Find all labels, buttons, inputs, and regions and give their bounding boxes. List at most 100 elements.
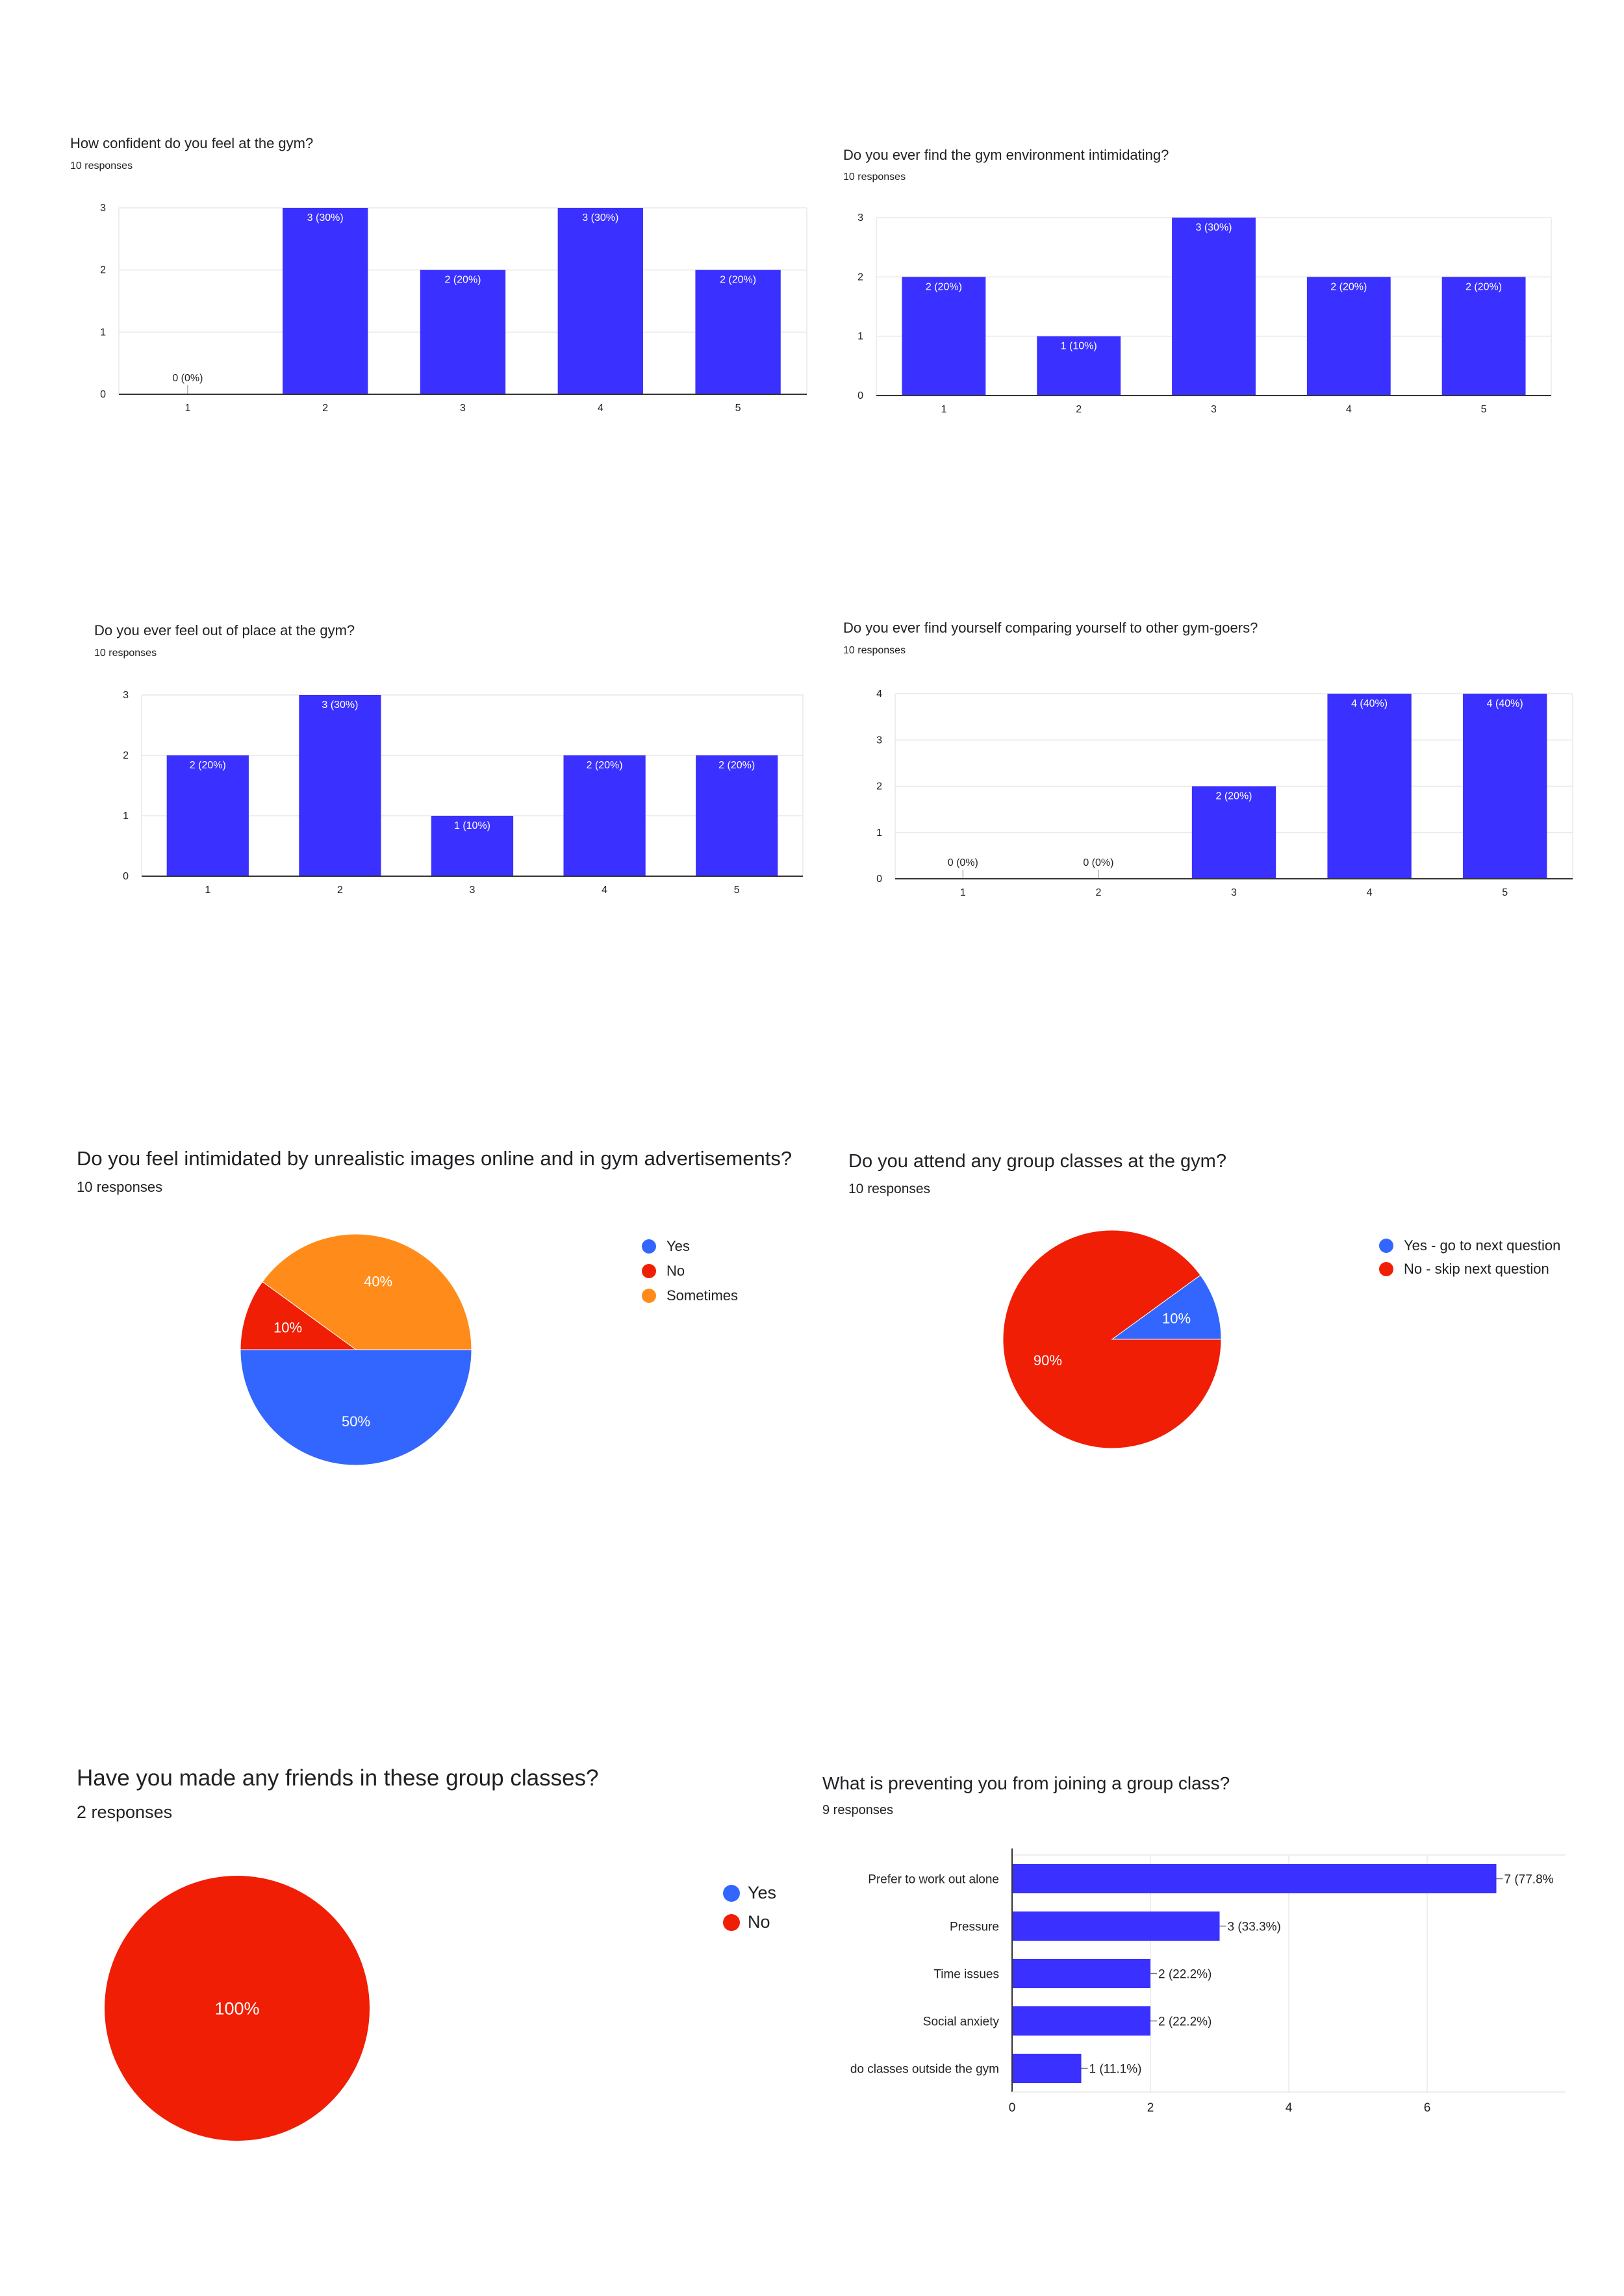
x-tick-label: 0 bbox=[1009, 2101, 1016, 2115]
bar-value-label: 3 (30%) bbox=[307, 212, 344, 223]
chart-title: Have you made any friends in these group… bbox=[77, 1765, 599, 1791]
y-tick-label: 3 bbox=[876, 735, 882, 746]
bar bbox=[696, 755, 778, 876]
bar-value-label: 2 (20%) bbox=[718, 760, 755, 771]
bar bbox=[902, 277, 986, 396]
bar bbox=[1037, 336, 1121, 396]
response-count: 10 responses bbox=[70, 160, 133, 171]
bar-value-label: 2 (22.2%) bbox=[1158, 1968, 1212, 1982]
legend-item: No bbox=[642, 1259, 738, 1283]
y-category-label: Prefer to work out alone bbox=[868, 1873, 999, 1887]
legend-label: No - skip next question bbox=[1404, 1261, 1549, 1277]
bar-value-label: 2 (20%) bbox=[190, 760, 226, 771]
y-tick-label: 0 bbox=[876, 874, 882, 885]
bar bbox=[563, 755, 646, 876]
legend-swatch bbox=[1379, 1262, 1393, 1276]
pie-slice-label: 50% bbox=[342, 1413, 370, 1430]
legend-swatch bbox=[642, 1289, 656, 1303]
chart-panel-intimidating: Do you ever find the gym environment int… bbox=[812, 0, 1624, 455]
y-category-label: Time issues bbox=[933, 1968, 999, 1982]
bar bbox=[1463, 694, 1547, 879]
y-tick-label: 2 bbox=[100, 265, 106, 276]
x-tick-label: 4 bbox=[602, 885, 607, 896]
chart-panel-out-of-place: Do you ever feel out of place at the gym… bbox=[0, 455, 812, 974]
bar bbox=[557, 208, 643, 394]
pie-slice-label: 40% bbox=[364, 1274, 392, 1290]
x-tick-label: 5 bbox=[735, 403, 741, 414]
x-tick-label: 2 bbox=[322, 403, 328, 414]
y-tick-label: 1 bbox=[876, 827, 882, 839]
bar bbox=[299, 695, 381, 876]
y-tick-label: 3 bbox=[100, 203, 106, 214]
bar-value-label: 2 (20%) bbox=[444, 275, 481, 286]
x-tick-label: 2 bbox=[1147, 2101, 1154, 2115]
bar-value-label: 4 (40%) bbox=[1351, 698, 1388, 709]
bar bbox=[1012, 1959, 1150, 1988]
y-tick-label: 1 bbox=[123, 811, 129, 822]
bar-value-label: 2 (22.2%) bbox=[1158, 2015, 1212, 2029]
bar bbox=[283, 208, 368, 394]
bar-value-label: 3 (30%) bbox=[582, 212, 618, 223]
y-tick-label: 0 bbox=[123, 871, 129, 882]
preventing-hbar-chart: 0 2 4 6 7 (77.8% Prefer to work out alone 3 (3… bbox=[850, 1848, 1566, 2115]
y-tick-label: 3 bbox=[857, 212, 863, 223]
bar bbox=[1012, 1911, 1220, 1941]
legend-label: Sometimes bbox=[666, 1287, 739, 1304]
response-count: 10 responses bbox=[843, 645, 906, 656]
confidence-bar-chart: 0 1 2 3 0 (0%) 1 3 (30%) 2 2 (20%) 3 3 (30%) 4 2 (20… bbox=[100, 203, 807, 414]
x-tick-label: 3 bbox=[1231, 887, 1237, 898]
pie-slice bbox=[105, 1876, 370, 2141]
legend-label: No bbox=[666, 1263, 685, 1279]
comparing-bar-chart: 0 1 2 3 4 0 (0%) 1 0 (0%) 2 2 (20%) 3 4 (40%) 4 4 (40… bbox=[876, 688, 1573, 898]
bar-value-label: 2 (20%) bbox=[1215, 791, 1252, 802]
y-tick-label: 2 bbox=[123, 750, 129, 761]
chart-title: What is preventing you from joining a gr… bbox=[822, 1773, 1230, 1793]
legend-label: Yes bbox=[748, 1883, 777, 1902]
pie-slice bbox=[240, 1281, 357, 1350]
x-tick-label: 2 bbox=[1076, 404, 1082, 415]
y-category-label: Social anxiety bbox=[923, 2015, 1000, 2029]
response-count: 2 responses bbox=[77, 1802, 173, 1822]
pie-slice bbox=[1111, 1274, 1222, 1340]
x-tick-label: 1 bbox=[941, 404, 946, 415]
legend-item: No - skip next question bbox=[1379, 1257, 1560, 1281]
chart-title: Do you ever feel out of place at the gym… bbox=[94, 622, 355, 638]
y-category-label: do classes outside the gym bbox=[850, 2063, 999, 2076]
bar-value-label: 2 (20%) bbox=[1465, 281, 1502, 292]
x-tick-label: 2 bbox=[1095, 887, 1101, 898]
bar bbox=[420, 270, 506, 394]
legend-swatch bbox=[642, 1264, 656, 1278]
chart-legend: Yes No bbox=[723, 1878, 776, 1937]
y-tick-label: 0 bbox=[857, 390, 863, 401]
unrealistic-images-pie-chart: 50% 10% 40% bbox=[240, 1233, 472, 1466]
group-classes-pie-chart: 10% 90% bbox=[1002, 1230, 1222, 1449]
legend-swatch bbox=[723, 1913, 740, 1931]
bar bbox=[1012, 2006, 1150, 2036]
chart-legend: Yes - go to next question No - skip next … bbox=[1379, 1234, 1560, 1281]
bar-value-label: 0 (0%) bbox=[948, 857, 978, 868]
chart-panel-unrealistic-images: Do you feel intimidated by unrealistic i… bbox=[0, 1104, 844, 1559]
x-tick-label: 3 bbox=[1211, 404, 1217, 415]
legend-item: Yes - go to next question bbox=[1379, 1234, 1560, 1257]
pie-slice bbox=[262, 1233, 472, 1350]
chart-title: Do you feel intimidated by unrealistic i… bbox=[77, 1147, 793, 1170]
bar bbox=[1327, 694, 1412, 879]
friends-pie-chart: 100% bbox=[105, 1876, 370, 2141]
pie-slice-label: 100% bbox=[214, 1999, 259, 2018]
bar bbox=[1306, 277, 1391, 396]
bar-value-label: 4 (40%) bbox=[1487, 698, 1523, 709]
bar-value-label: 0 (0%) bbox=[172, 373, 203, 384]
y-tick-label: 0 bbox=[100, 389, 106, 400]
out-of-place-bar-chart: 0 1 2 3 2 (20%) 1 3 (30%) 2 1 (10%) 3 2 (20%) 4 2 (2… bbox=[123, 690, 804, 896]
x-tick-label: 4 bbox=[1346, 404, 1352, 415]
chart-title: Do you ever find the gym environment int… bbox=[843, 147, 1169, 163]
bar-value-label: 2 (20%) bbox=[926, 281, 962, 292]
x-tick-label: 3 bbox=[460, 403, 466, 414]
bar-value-label: 1 (10%) bbox=[454, 820, 490, 831]
bar-value-label: 3 (33.3%) bbox=[1228, 1921, 1281, 1934]
response-count: 10 responses bbox=[94, 648, 157, 659]
chart-panel-confidence: How confident do you feel at the gym? 10… bbox=[0, 0, 812, 455]
x-tick-label: 1 bbox=[960, 887, 966, 898]
response-count: 9 responses bbox=[822, 1803, 893, 1817]
chart-panel-group-classes: Do you attend any group classes at the g… bbox=[812, 1104, 1624, 1559]
